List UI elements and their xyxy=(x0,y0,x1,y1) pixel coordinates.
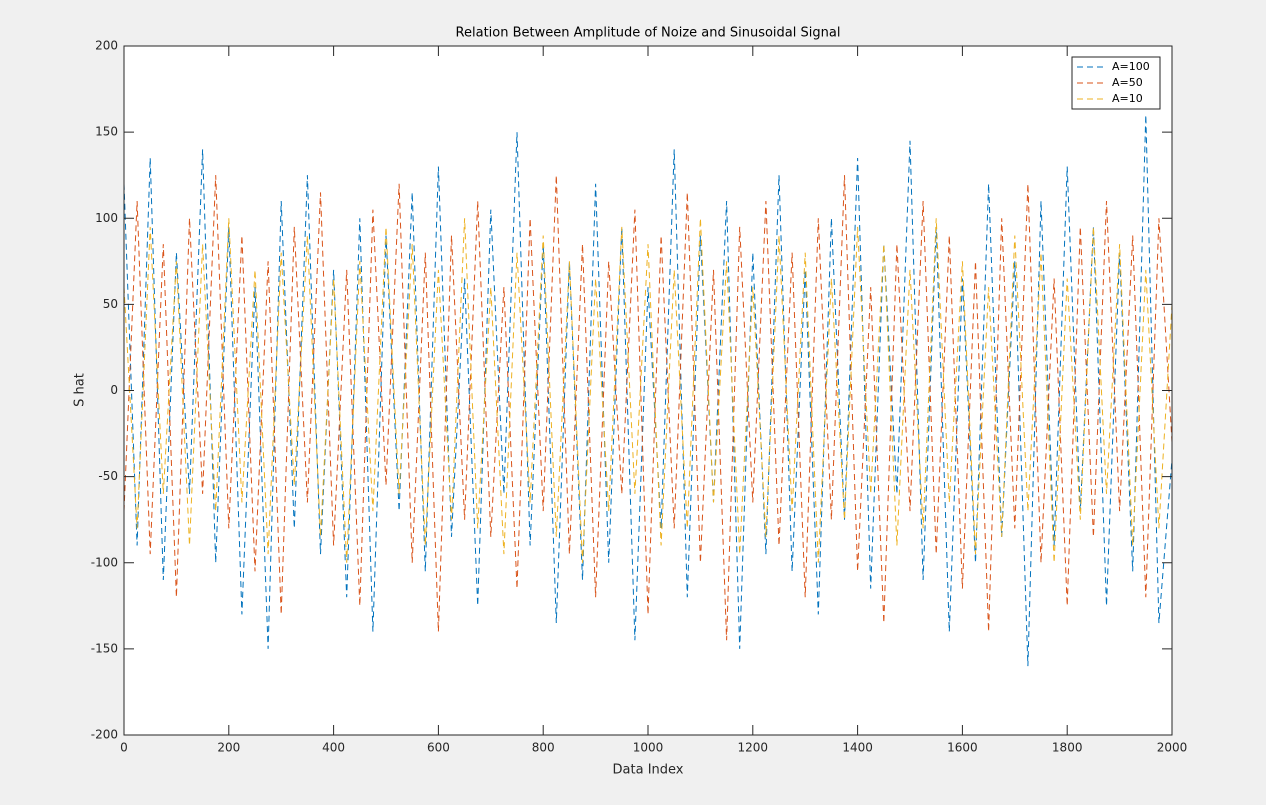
y-tick-label: -50 xyxy=(98,469,118,483)
x-tick-label: 600 xyxy=(427,741,450,755)
y-tick-label: -150 xyxy=(91,641,118,655)
x-axis-label: Data Index xyxy=(613,763,684,778)
legend-label: A=100 xyxy=(1112,60,1150,73)
x-tick-label: 1000 xyxy=(633,741,664,755)
y-tick-label: 50 xyxy=(103,297,118,311)
y-tick-label: 0 xyxy=(110,383,118,397)
x-tick-label: 800 xyxy=(532,741,555,755)
x-tick-label: 200 xyxy=(217,741,240,755)
x-tick-label: 2000 xyxy=(1157,741,1188,755)
plot-area xyxy=(124,46,1172,735)
series-line xyxy=(123,114,1173,667)
x-tick-label: 0 xyxy=(120,741,128,755)
x-tick-label: 1600 xyxy=(947,741,978,755)
chart-title: Relation Between Amplitude of Noize and … xyxy=(456,26,841,41)
x-tick-label: 400 xyxy=(322,741,345,755)
series-group xyxy=(123,114,1173,667)
y-axis-label: S hat xyxy=(73,373,88,407)
series-line xyxy=(123,218,1173,563)
y-tick-label: 150 xyxy=(95,125,118,139)
y-tick-label: 200 xyxy=(95,39,118,53)
x-tick-label: 1400 xyxy=(842,741,873,755)
y-tick-label: 100 xyxy=(95,211,118,225)
series-line xyxy=(123,175,1173,641)
legend-label: A=10 xyxy=(1112,92,1143,105)
legend-label: A=50 xyxy=(1112,76,1143,89)
legend-box xyxy=(1071,56,1161,110)
x-tick-label: 1800 xyxy=(1052,741,1083,755)
x-tick-label: 1200 xyxy=(738,741,769,755)
y-tick-label: -200 xyxy=(91,728,118,742)
y-tick-label: -100 xyxy=(91,555,118,569)
